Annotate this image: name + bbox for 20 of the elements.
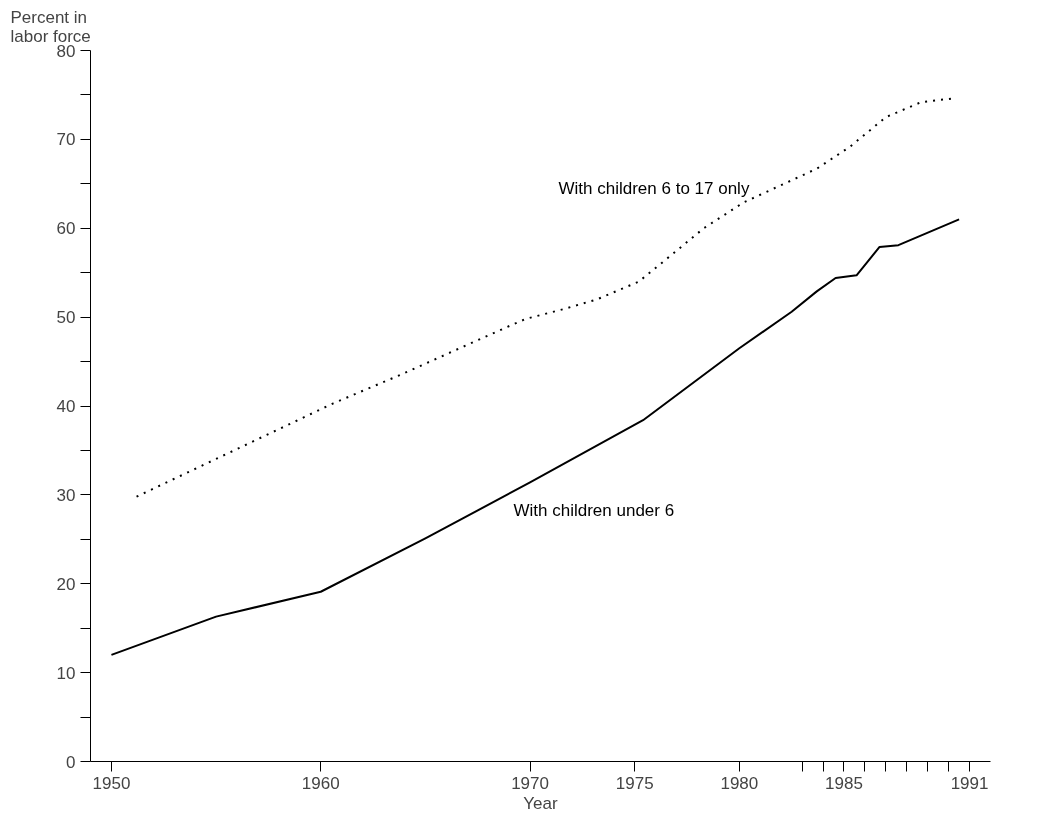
x-tick-label: 1960 bbox=[301, 773, 340, 793]
y-tick-label: 70 bbox=[56, 130, 76, 150]
x-axis-title: Year bbox=[523, 793, 559, 813]
x-tick-label: 1950 bbox=[92, 773, 131, 793]
x-tick-label: 1980 bbox=[720, 773, 759, 793]
x-tick-label: 1985 bbox=[825, 773, 863, 793]
y-tick-label: 20 bbox=[56, 574, 76, 594]
y-tick-label: 10 bbox=[56, 663, 76, 683]
series-label: With children 6 to 17 only bbox=[558, 178, 750, 198]
line-series bbox=[110, 218, 961, 656]
x-tick-label: 1991 bbox=[950, 773, 989, 793]
y-tick-label: 40 bbox=[56, 397, 76, 416]
y-tick-label: 50 bbox=[56, 308, 76, 328]
series-label: With children under 6 bbox=[513, 500, 675, 520]
x-tick-label: 1975 bbox=[615, 773, 654, 793]
line-series bbox=[135, 97, 954, 498]
y-tick-label: 0 bbox=[66, 752, 76, 772]
y-tick-label: 60 bbox=[56, 219, 76, 239]
y-tick-label: 30 bbox=[56, 485, 76, 505]
x-tick-label: 1970 bbox=[511, 773, 549, 793]
